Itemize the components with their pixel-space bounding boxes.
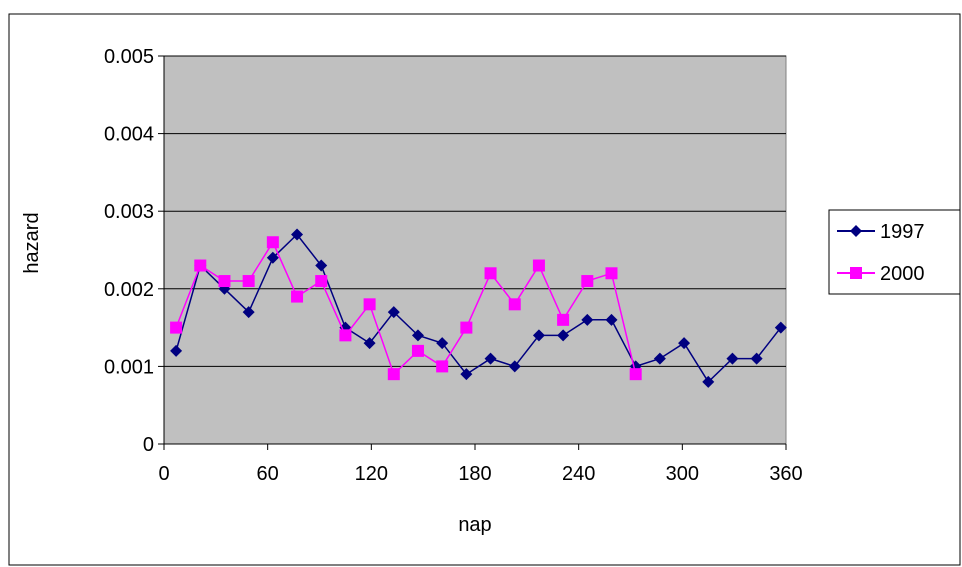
- data-point-1997: [702, 375, 715, 388]
- data-point-1997: [411, 329, 424, 342]
- x-tick-label: 300: [666, 463, 699, 485]
- y-tick-label: 0.002: [104, 279, 154, 301]
- data-point-1997: [460, 368, 473, 381]
- data-point-1997: [291, 228, 304, 241]
- x-axis-title: nap: [458, 514, 491, 536]
- data-point-2000: [315, 275, 328, 288]
- data-point-2000: [170, 321, 183, 334]
- x-tick-label: 240: [562, 463, 595, 485]
- legend-item-2000: 2000: [837, 263, 925, 285]
- data-point-1997: [242, 306, 255, 319]
- data-point-1997: [678, 337, 691, 350]
- legend-marker-1997: [850, 225, 862, 237]
- data-point-2000: [363, 298, 376, 311]
- data-point-2000: [242, 275, 255, 288]
- data-point-1997: [532, 329, 545, 342]
- data-point-2000: [557, 313, 570, 326]
- data-point-1997: [436, 337, 449, 350]
- legend-label-2000: 2000: [880, 263, 925, 285]
- data-point-2000: [629, 368, 642, 381]
- legend-label-1997: 1997: [880, 221, 925, 243]
- y-tick-label: 0.004: [104, 124, 154, 146]
- legend-box: [828, 209, 961, 295]
- x-tick-label: 120: [355, 463, 388, 485]
- data-point-1997: [315, 259, 328, 272]
- data-point-2000: [291, 290, 304, 303]
- data-point-1997: [750, 352, 763, 365]
- x-tick-label: 0: [158, 463, 169, 485]
- data-point-2000: [339, 329, 352, 342]
- plot-area: [163, 55, 787, 445]
- axes: 0 0.001 0.002 0.003 0.004 0.005 0 60 120 180 240 30…: [104, 46, 803, 485]
- legend: 1997 2000: [828, 209, 961, 295]
- y-tick-label: 0.003: [104, 201, 154, 223]
- series-layer: [170, 228, 787, 388]
- data-point-2000: [411, 344, 424, 357]
- data-point-2000: [532, 259, 545, 272]
- data-point-2000: [460, 321, 473, 334]
- y-axis-title: hazard: [21, 212, 43, 273]
- x-tick-label: 360: [769, 463, 802, 485]
- data-point-2000: [605, 267, 618, 280]
- data-point-2000: [194, 259, 207, 272]
- data-point-2000: [387, 368, 400, 381]
- y-tick-label: 0.001: [104, 356, 154, 378]
- data-point-1997: [605, 313, 618, 326]
- legend-marker-2000: [850, 267, 862, 279]
- data-point-1997: [726, 352, 739, 365]
- data-point-2000: [508, 298, 521, 311]
- data-point-2000: [266, 236, 279, 249]
- data-point-1997: [581, 313, 594, 326]
- data-point-2000: [484, 267, 497, 280]
- data-point-1997: [363, 337, 376, 350]
- y-tick-label: 0.005: [104, 46, 154, 68]
- data-point-1997: [266, 251, 279, 264]
- data-point-2000: [436, 360, 449, 373]
- data-point-1997: [484, 352, 497, 365]
- y-tick-label: 0: [143, 434, 154, 456]
- data-point-1997: [774, 321, 787, 334]
- gridlines: [164, 55, 786, 367]
- data-point-1997: [508, 360, 521, 373]
- series-line-2000: [175, 240, 637, 376]
- legend-item-1997: 1997: [837, 221, 925, 243]
- data-point-1997: [557, 329, 570, 342]
- data-point-1997: [653, 352, 666, 365]
- data-point-1997: [170, 344, 183, 357]
- series-2000: [170, 236, 642, 381]
- x-tick-label: 180: [458, 463, 491, 485]
- series-line-1997: [175, 233, 782, 384]
- x-tick-label: 60: [257, 463, 279, 485]
- data-point-2000: [218, 275, 231, 288]
- data-point-2000: [581, 275, 594, 288]
- data-point-1997: [387, 306, 400, 319]
